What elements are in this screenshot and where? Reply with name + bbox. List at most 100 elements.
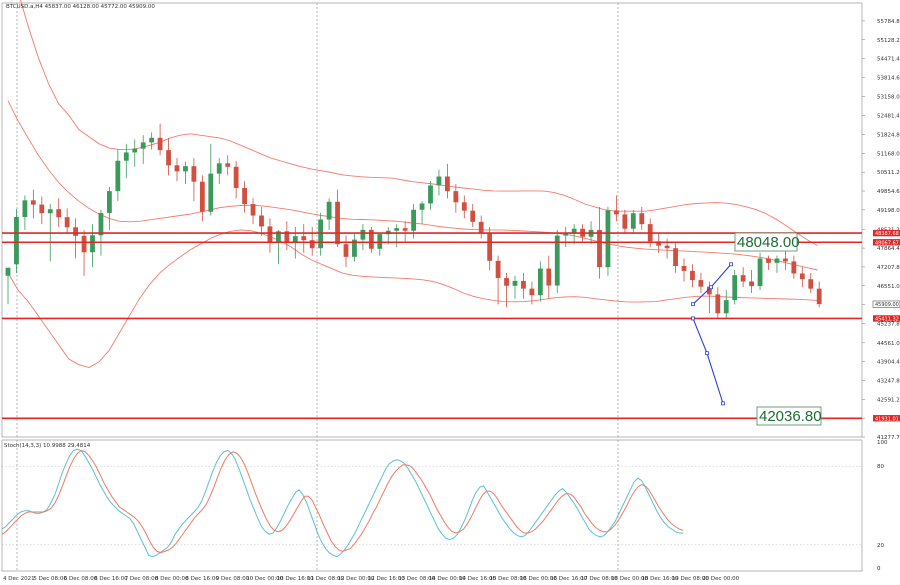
candle-body	[199, 181, 205, 212]
candle-body	[495, 260, 501, 279]
candle	[723, 290, 729, 319]
stoch-signal-line	[1, 449, 684, 554]
candle	[352, 232, 357, 262]
candle	[199, 175, 205, 222]
candle-body	[656, 241, 662, 246]
y-tick-label: 42591.20	[877, 397, 900, 403]
candle-body	[537, 268, 543, 296]
y-tick-label: 46551.00	[877, 284, 900, 290]
candle	[808, 272, 814, 293]
target-label-box	[734, 232, 798, 252]
y-tick-label: 44561.00	[877, 341, 900, 347]
candle	[816, 281, 822, 308]
price-tag-label: 48387.68	[875, 231, 899, 237]
y-tick-label: 55128.20	[877, 38, 900, 44]
candle	[64, 208, 70, 233]
candle	[5, 267, 11, 305]
candle	[445, 163, 450, 199]
candle	[521, 272, 526, 299]
candle	[267, 218, 273, 253]
candle-body	[208, 173, 214, 212]
candle-body	[622, 214, 628, 229]
candle	[233, 161, 239, 199]
candle-body	[816, 288, 822, 305]
candle	[14, 208, 19, 273]
x-tick-label: 5 Dec 08:00	[33, 576, 67, 582]
candle	[487, 226, 493, 271]
candle-body	[419, 203, 425, 210]
x-tick-label: 14 Dec 16:00	[459, 576, 496, 582]
candle-body	[521, 280, 526, 289]
x-tick-label: 15 Dec 08:00	[489, 576, 526, 582]
candle	[335, 189, 340, 248]
price-tag-label: 45909.00	[875, 302, 899, 308]
candle-body	[715, 294, 721, 314]
x-tick-label: 10 Dec 16:00	[277, 576, 314, 582]
candle	[174, 158, 180, 182]
candle-body	[512, 280, 518, 286]
candle-body	[402, 228, 408, 231]
x-tick-label: 7 Dec 08:00	[125, 576, 159, 582]
candle-body	[90, 235, 95, 253]
candle-body	[368, 229, 374, 249]
main-pane	[1, 2, 863, 438]
candle-body	[22, 200, 28, 217]
candle-body	[140, 142, 146, 149]
x-tick-label: 6 Dec 16:00	[94, 576, 128, 582]
candle	[537, 261, 543, 302]
target-label-box	[756, 406, 822, 426]
price-tag-label: 45411.32	[875, 316, 899, 322]
y-tick-label: 50511.20	[877, 170, 900, 176]
y-tick-label: 43247.80	[877, 378, 900, 384]
candle	[22, 195, 28, 230]
stoch-main-line	[1, 448, 683, 558]
y-tick-label: 54471.40	[877, 57, 900, 63]
x-tick-label: 16 Dec 00:00	[520, 576, 557, 582]
price-tag-box	[873, 229, 900, 237]
x-tick-label: 13 Dec 08:00	[398, 576, 435, 582]
candle	[698, 272, 704, 293]
price-tag-box	[873, 415, 900, 422]
candle	[757, 252, 763, 291]
candle-body	[478, 221, 484, 234]
candle-body	[766, 258, 771, 263]
projection-point	[721, 401, 725, 406]
candle	[81, 229, 87, 276]
candle-body	[157, 137, 163, 151]
osc-y-tick-label: 80	[877, 464, 884, 470]
bb-lower-line	[7, 229, 818, 368]
candle-body	[360, 229, 366, 240]
candle	[259, 206, 264, 236]
candle	[73, 218, 78, 259]
candle-body	[690, 270, 695, 281]
candle-body	[5, 267, 11, 276]
candle-body	[453, 191, 459, 203]
y-tick-label: 51168.00	[877, 151, 900, 157]
candle-body	[115, 160, 121, 192]
candle	[783, 249, 788, 271]
x-tick-label: 8 Dec 00:00	[155, 576, 189, 582]
candle	[419, 201, 425, 225]
candle-body	[183, 166, 188, 172]
candle-body	[639, 213, 645, 225]
candle	[166, 138, 171, 176]
y-tick-label: 51824.80	[877, 133, 900, 139]
candle	[132, 139, 138, 167]
candle	[461, 195, 467, 219]
candle	[740, 267, 746, 288]
candle	[563, 226, 569, 248]
candle-body	[225, 163, 231, 167]
candle-body	[276, 231, 281, 242]
candle	[115, 149, 121, 202]
candle	[276, 229, 281, 265]
candle-body	[799, 273, 805, 280]
candle-body	[546, 268, 552, 286]
candle-body	[774, 258, 780, 263]
candle	[690, 264, 695, 288]
price-tag-box	[873, 239, 900, 246]
candle	[309, 226, 315, 256]
osc-y-tick-label: 0	[877, 566, 881, 572]
candle	[732, 270, 738, 305]
projection-point	[709, 285, 713, 290]
